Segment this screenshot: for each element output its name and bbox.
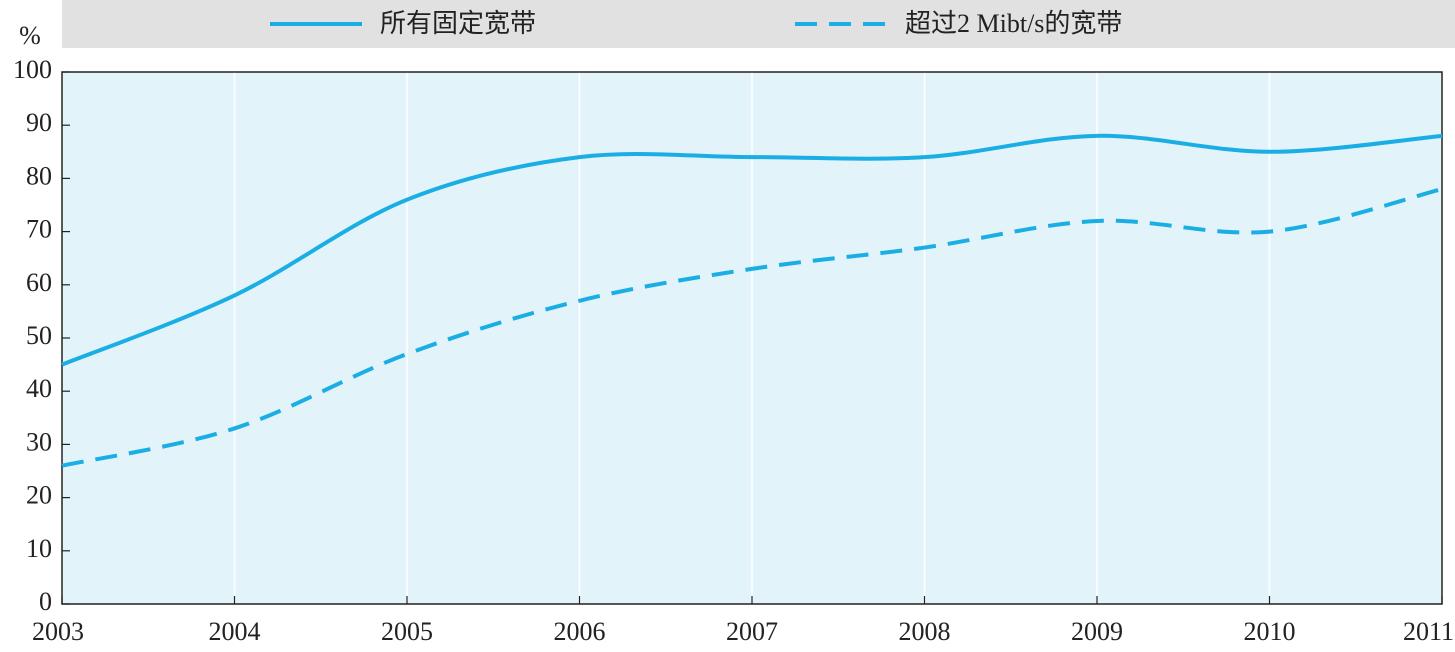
x-tick-label: 2003: [32, 617, 84, 646]
line-series: [61, 133, 1443, 367]
y-tick-label: 80: [26, 161, 52, 190]
x-tick-label: 2009: [1071, 617, 1123, 646]
y-tick-label: 70: [26, 215, 52, 244]
x-tick-label: 2006: [554, 617, 606, 646]
x-tick-label: 2008: [899, 617, 951, 646]
y-axis-label: %: [19, 21, 41, 50]
y-tick-label: 10: [26, 534, 52, 563]
y-tick-label: 0: [39, 587, 52, 616]
y-tick-label: 90: [26, 108, 52, 137]
y-tick-label: 50: [26, 321, 52, 350]
x-tick-label: 2010: [1244, 617, 1296, 646]
legend-label: 所有固定宽带: [380, 9, 536, 38]
y-tick-label: 30: [26, 427, 52, 456]
y-tick-label: 100: [13, 55, 52, 84]
y-tick-label: 20: [26, 481, 52, 510]
x-tick-label: 2004: [209, 617, 261, 646]
x-tick-label: 2007: [726, 617, 778, 646]
plot-frame: [61, 71, 1443, 605]
x-tick-label: 2011: [1403, 617, 1454, 646]
y-tick-label: 40: [26, 374, 52, 403]
line-series: [61, 187, 1443, 468]
legend-label: 超过2 Mibt/s的宽带: [905, 9, 1122, 38]
x-tick-label: 2005: [381, 617, 433, 646]
y-tick-label: 60: [26, 268, 52, 297]
